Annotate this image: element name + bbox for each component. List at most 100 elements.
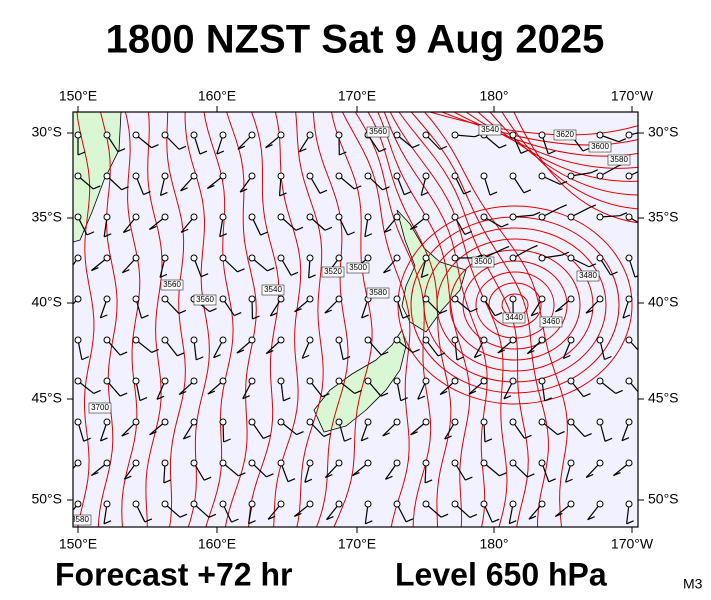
barb-station [422,131,430,139]
barb-flag [642,352,649,355]
barb-flag [634,275,638,278]
barb-station [277,459,285,467]
barb-flag [100,437,108,442]
barb-flag [156,395,165,400]
barb-station [451,172,459,180]
barb-station [393,459,401,467]
barb-station [161,213,169,221]
barb-station [335,336,343,344]
barb-station [103,254,111,262]
lon-label-bottom: 150°E [59,536,97,552]
barb-flag [151,144,159,149]
barb-station [190,500,198,508]
lon-label-top: 150°E [59,88,97,104]
barb-station [219,418,227,426]
barb-flag [527,350,535,355]
barb-station [393,131,401,139]
barb-station [451,254,459,262]
barb-flag [532,211,541,216]
barb-flag [647,165,654,168]
barb-station [567,377,575,385]
barb-station [103,131,111,139]
barb-flag [178,145,187,150]
lon-label-bottom: 170°E [338,536,376,552]
contours [76,112,638,527]
barb-flag [361,314,369,319]
barb-flag [223,438,231,443]
barb-station [451,131,459,139]
barb-flag [385,475,393,480]
barb-station [422,459,430,467]
contour-label-box [471,256,495,268]
barb-station [538,254,546,262]
barb-flag [361,437,369,442]
barb-station [567,254,575,262]
barb-station [335,418,343,426]
barb-station [277,500,285,508]
barb-flag [404,191,412,196]
barb-station [538,336,546,344]
barb-flag [347,231,355,236]
barb-flag [585,473,594,479]
barb-station [277,418,285,426]
barb-flag [81,356,90,361]
barb-station [277,172,285,180]
barb-flag [93,389,101,395]
barb-station [509,131,517,139]
barb-flag [610,271,618,276]
barb-flag [91,471,99,477]
barb-station [625,295,633,303]
barb-flag [555,308,563,313]
barb-flag [73,270,74,273]
barb-flag [465,476,473,481]
barb-flag [400,397,408,402]
barb-flag [163,479,172,484]
barb-station [509,336,517,344]
barb-flag [248,520,256,525]
barb-station [364,254,372,262]
barb-station [190,336,198,344]
barb-flag [242,395,250,400]
barb-station [509,172,517,180]
barb-flag [439,309,448,314]
barb-station [625,459,633,467]
barb-flag [183,435,191,440]
barb-flag [410,431,418,436]
barb-flag [323,432,332,438]
barb-flag [299,148,307,153]
barb-station [335,213,343,221]
barb-flag [530,244,538,249]
barb-flag [456,356,465,361]
contour-line [97,112,118,527]
barb-station [248,336,256,344]
barb-station [132,254,140,262]
barb-station [161,377,169,385]
barb-flag [509,520,517,525]
barb-flag [520,149,529,154]
barb-flag [180,228,189,233]
contour-label: 3440 [505,313,523,322]
barb-station [132,377,140,385]
barb-station [161,131,169,139]
barb-station [480,172,488,180]
barb-flag [64,475,71,478]
barb-station [422,213,430,221]
lat-label-left: 35°S [31,209,62,225]
barb-flag [200,273,209,278]
contour-label-box [321,266,345,278]
contour-label-box [160,279,184,291]
contour-line [377,112,471,527]
barb-station [538,295,546,303]
barb-station [538,500,546,508]
barb-flag [124,475,132,480]
barb-station [74,172,82,180]
barb-station [335,131,343,139]
barb-flag [417,395,425,400]
barb-flag [559,204,567,209]
barb-station [74,336,82,344]
barb-station [306,254,314,262]
contour-ring [397,205,633,405]
contour-line [145,112,163,527]
barb-station [625,172,633,180]
barb-flag [267,267,275,272]
